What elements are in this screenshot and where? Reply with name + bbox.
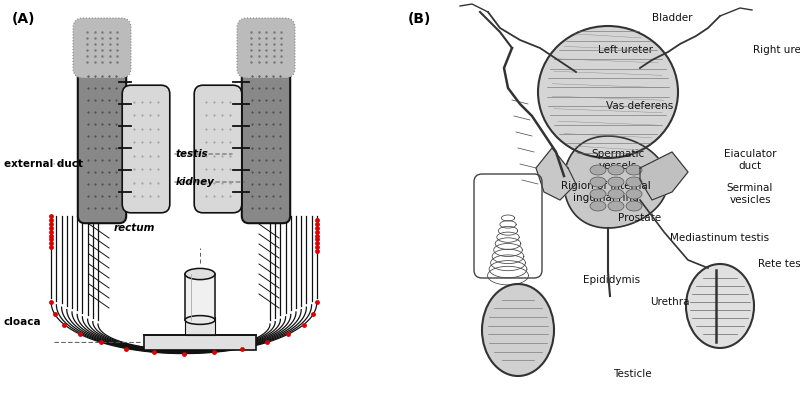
- Text: Prostate: Prostate: [618, 213, 662, 223]
- Bar: [185, 317, 215, 335]
- Ellipse shape: [590, 165, 606, 175]
- Ellipse shape: [590, 177, 606, 187]
- Ellipse shape: [626, 165, 642, 175]
- Text: Vas deferens: Vas deferens: [606, 101, 674, 111]
- Bar: [144, 335, 256, 350]
- Polygon shape: [536, 148, 576, 200]
- Text: (B): (B): [408, 12, 431, 26]
- Polygon shape: [564, 136, 668, 228]
- Ellipse shape: [185, 316, 215, 324]
- FancyBboxPatch shape: [194, 85, 242, 213]
- Ellipse shape: [608, 201, 624, 211]
- Text: Urethra: Urethra: [650, 297, 690, 307]
- Text: testis: testis: [176, 149, 209, 159]
- Ellipse shape: [686, 264, 754, 348]
- Text: Rete testis: Rete testis: [758, 259, 800, 269]
- Text: rectum: rectum: [114, 223, 155, 233]
- Ellipse shape: [482, 284, 554, 376]
- FancyBboxPatch shape: [242, 61, 290, 223]
- Polygon shape: [640, 152, 688, 200]
- Text: external duct: external duct: [4, 159, 83, 169]
- Text: Testicle: Testicle: [614, 369, 652, 379]
- Text: Rigion of Internal
inguinal ring: Rigion of Internal inguinal ring: [561, 181, 651, 203]
- FancyBboxPatch shape: [122, 85, 170, 213]
- Text: Mediastinum testis: Mediastinum testis: [670, 233, 770, 243]
- Text: Left ureter: Left ureter: [598, 45, 654, 55]
- Ellipse shape: [608, 165, 624, 175]
- Ellipse shape: [590, 189, 606, 199]
- Text: Right ureter: Right ureter: [753, 45, 800, 55]
- Ellipse shape: [608, 177, 624, 187]
- FancyBboxPatch shape: [78, 61, 126, 223]
- Ellipse shape: [626, 189, 642, 199]
- FancyBboxPatch shape: [185, 274, 215, 320]
- Text: kidney: kidney: [176, 177, 215, 187]
- Text: (A): (A): [12, 12, 35, 26]
- Ellipse shape: [185, 268, 215, 280]
- FancyBboxPatch shape: [73, 18, 131, 78]
- Text: Serminal
vesicles: Serminal vesicles: [727, 183, 773, 205]
- Text: Spermatic
vessels: Spermatic vessels: [591, 149, 645, 171]
- FancyBboxPatch shape: [237, 18, 295, 78]
- Ellipse shape: [538, 26, 678, 158]
- Ellipse shape: [590, 201, 606, 211]
- Text: cloaca: cloaca: [4, 317, 42, 327]
- Text: Epididymis: Epididymis: [582, 275, 640, 285]
- Ellipse shape: [608, 189, 624, 199]
- Ellipse shape: [626, 177, 642, 187]
- Text: Eiaculator
duct: Eiaculator duct: [724, 149, 776, 171]
- Text: Bladder: Bladder: [652, 13, 692, 23]
- Ellipse shape: [626, 201, 642, 211]
